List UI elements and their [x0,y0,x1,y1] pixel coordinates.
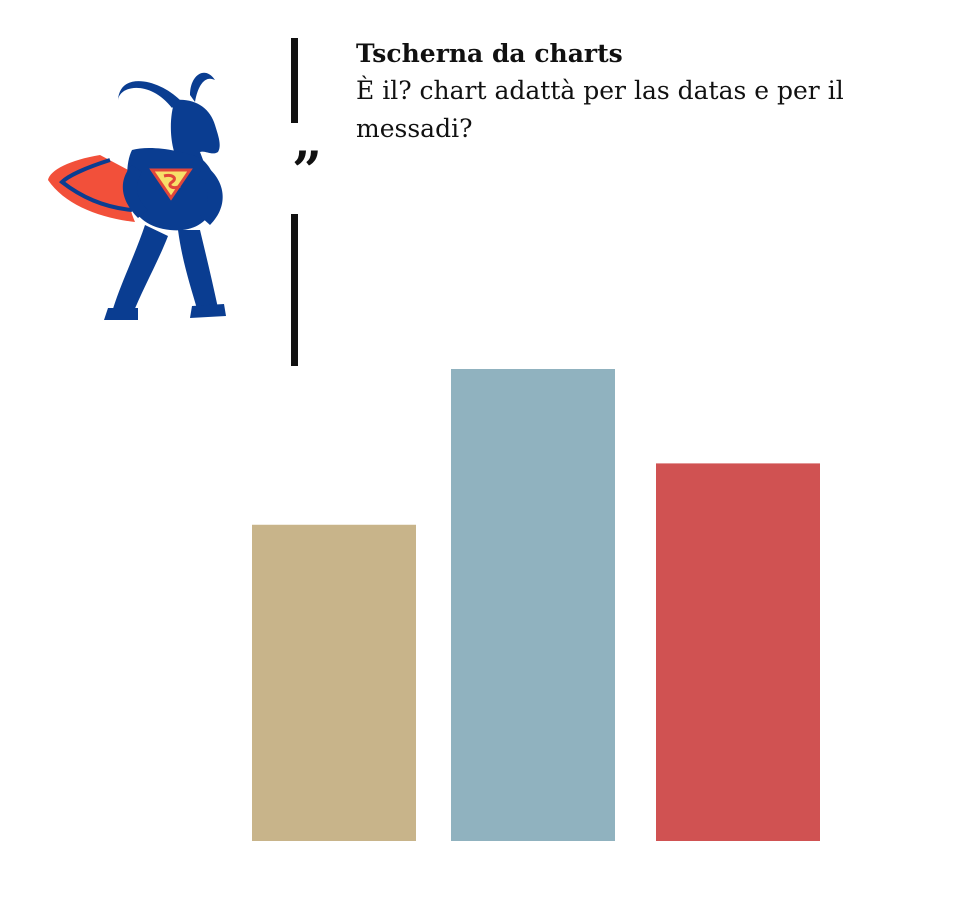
page-subtitle: È il? chart adattà per las datas e per i… [356,76,844,143]
bar-2 [451,369,615,841]
quote-line-top [291,38,298,123]
quote-divider: ” [288,38,338,368]
bar-1 [252,524,416,841]
bar-3 [656,463,820,841]
quote-line-bottom [291,214,298,366]
quote-mark: ” [292,141,322,202]
superhero-goat-icon [48,72,226,320]
page-title: Tscherna da charts [356,39,623,68]
header-text: Tscherna da charts È il? chart adattà pe… [356,36,936,148]
